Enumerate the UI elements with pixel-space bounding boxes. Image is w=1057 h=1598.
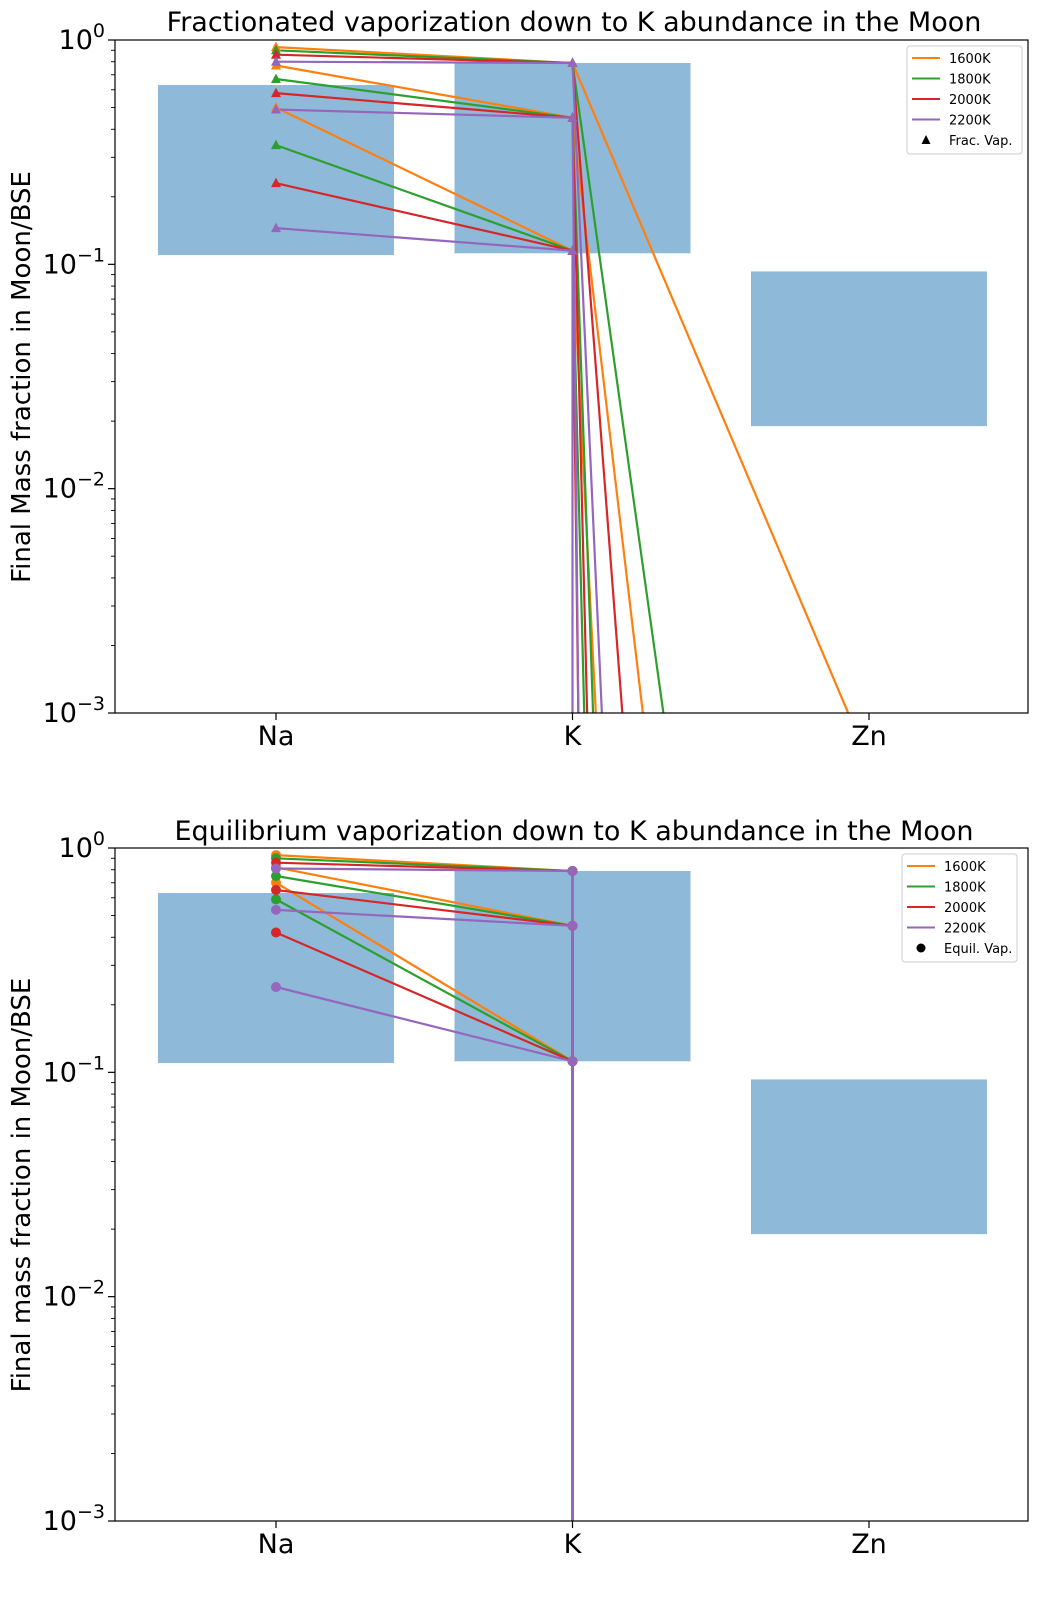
legend-marker-label: Equil. Vap. [944, 942, 1012, 957]
x-tick-label-k: K [564, 721, 583, 752]
x-tick-label-na: Na [258, 1529, 295, 1560]
y-axis-label: Final mass fraction in Moon/BSE [7, 978, 37, 1393]
legend-box [901, 853, 1018, 963]
x-ticks: Na K Zn [258, 1521, 887, 1560]
plot-frame [114, 39, 1029, 714]
circle-marker-na [271, 982, 281, 993]
circle-marker-na [271, 871, 281, 882]
y-axis-label: Final Mass fraction in Moon/BSE [7, 171, 37, 583]
chart-equilibrium: Equilibrium vaporization down to K abund… [7, 816, 1029, 1560]
y-tick-label: 10−3 [43, 693, 105, 729]
circle-marker-na [271, 884, 281, 895]
triangle-marker-na [271, 56, 281, 66]
legend: 1600K 1800K 2000K 2200K Frac. Vap. [906, 45, 1023, 155]
legend-circle-marker [916, 943, 926, 953]
y-tick-label: 100 [59, 20, 105, 56]
circle-marker-na [271, 894, 281, 905]
series-line-2200k-11 [275, 985, 574, 1521]
circle-marker-k [567, 865, 578, 876]
triangle-marker-k [567, 57, 578, 67]
range-box-na [158, 893, 394, 1064]
series-markers [271, 850, 578, 1067]
chart-fractionated: Fractionated vaporization down to K abun… [7, 7, 1029, 752]
y-tick-label: 10−1 [43, 1052, 105, 1088]
circle-marker-k [567, 920, 578, 931]
triangle-marker-na [271, 73, 281, 84]
range-box-zn [751, 1079, 987, 1235]
y-tick-label: 10−2 [43, 1277, 105, 1313]
x-tick-label-zn: Zn [851, 721, 887, 752]
x-tick-label-k: K [564, 1529, 583, 1560]
triangle-marker-na [271, 103, 281, 114]
legend-label-2000k: 2000K [949, 93, 991, 108]
legend-triangle-marker [921, 135, 931, 144]
legend-label-1800k: 1800K [949, 73, 991, 88]
y-tick-label: 10−1 [43, 244, 105, 280]
y-tick-label: 10−2 [43, 469, 105, 505]
circle-marker-na [271, 863, 281, 874]
triangle-marker-na [271, 139, 281, 150]
legend-label-2200k: 2200K [949, 114, 991, 129]
circle-marker-k [567, 1056, 578, 1067]
y-ticks: 100 10−1 10−2 10−3 [43, 20, 115, 729]
legend-label-1600k: 1600K [944, 860, 986, 875]
y-ticks: 100 10−1 10−2 10−3 [43, 828, 115, 1537]
legend-marker-label: Frac. Vap. [949, 134, 1013, 149]
series-line-2000k-8 [275, 182, 580, 713]
series-line-2200k-11 [275, 227, 574, 713]
legend-box [906, 45, 1023, 155]
triangle-marker-k [567, 245, 578, 255]
chart-title: Equilibrium vaporization down to K abund… [174, 816, 973, 847]
legend-label-1600k: 1600K [949, 52, 991, 67]
circle-marker-na [271, 904, 281, 915]
triangle-marker-na [271, 177, 281, 188]
y-tick-label: 10−3 [43, 1501, 105, 1537]
x-ticks: Na K Zn [258, 713, 887, 752]
legend-label-2000k: 2000K [944, 901, 986, 916]
circle-marker-na [271, 927, 281, 938]
legend: 1600K 1800K 2000K 2200K Equil. Vap. [901, 853, 1018, 963]
triangle-marker-k [567, 112, 578, 122]
series-markers [271, 41, 578, 255]
x-tick-label-na: Na [258, 721, 295, 752]
y-tick-label: 100 [59, 828, 105, 864]
chart-title: Fractionated vaporization down to K abun… [167, 7, 982, 38]
triangle-marker-na [271, 87, 281, 98]
x-tick-label-zn: Zn [851, 1529, 887, 1560]
legend-label-2200k: 2200K [944, 922, 986, 937]
legend-label-1800k: 1800K [944, 881, 986, 896]
plot-frame [114, 847, 1029, 1522]
range-box-zn [751, 271, 987, 427]
triangle-marker-na [271, 49, 281, 59]
triangle-marker-na [271, 222, 281, 233]
